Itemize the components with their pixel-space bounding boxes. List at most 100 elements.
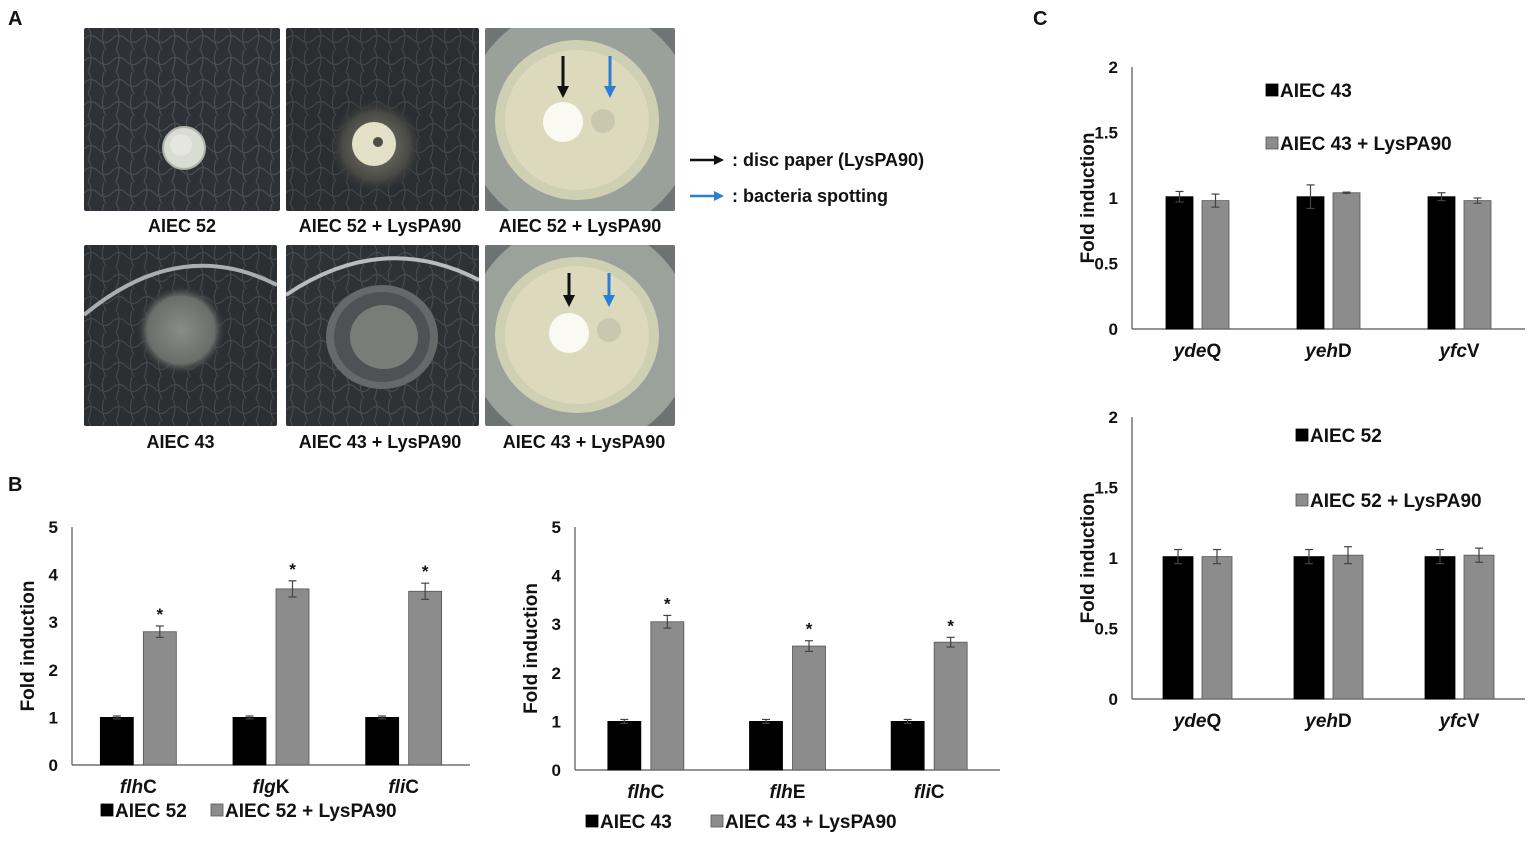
y-tick-label: 3 [552, 615, 561, 634]
legend-bacteria-spotting-text: : bacteria spotting [732, 186, 889, 206]
legend-label: AIEC 43 + LysPA90 [725, 812, 897, 833]
photo-aiec43 [84, 245, 277, 426]
photo-aiec43-lyspa90-b [485, 245, 675, 426]
x-tick-label: fliC [914, 782, 945, 803]
y-tick-label: 0.5 [1094, 255, 1118, 274]
y-axis-label: Fold induction [1078, 493, 1099, 624]
significance-mark: * [664, 594, 671, 613]
significance-mark: * [422, 562, 429, 581]
legend-label: AIEC 52 + LysPA90 [1310, 491, 1482, 512]
y-tick-label: 2 [1109, 408, 1118, 427]
y-tick-label: 1 [1109, 549, 1118, 568]
significance-mark: * [157, 605, 164, 624]
bar [933, 641, 968, 771]
y-tick-label: 0.5 [1094, 620, 1118, 639]
x-tick-label: yehD [1304, 341, 1351, 362]
x-tick-label: yfcV [1438, 341, 1479, 362]
legend-label: AIEC 43 + LysPA90 [1280, 134, 1452, 155]
legend-label: AIEC 52 [115, 801, 187, 822]
bar [1332, 554, 1364, 700]
x-tick-label: flhC [120, 777, 157, 798]
significance-mark: * [806, 620, 813, 639]
y-tick-label: 0 [1109, 690, 1118, 709]
x-tick-label: yehD [1304, 711, 1351, 732]
y-tick-label: 2 [552, 664, 561, 683]
chart-b-left: 0 1 2 3 4 5 Fold induction * flhC * flgK * fliC AIEC … [18, 518, 470, 822]
y-tick-label: 4 [49, 566, 59, 585]
y-tick-label: 2 [1109, 58, 1118, 77]
chart-c-bottom: 0 0.5 1 1.5 2 Fold induction ydeQ yehD yfcV AIEC … [1078, 408, 1525, 732]
photo-label-aiec43: AIEC 43 [146, 432, 215, 452]
x-tick-label: flhC [627, 782, 664, 803]
y-tick-label: 4 [552, 567, 562, 586]
bar [99, 716, 134, 766]
bar [1424, 556, 1456, 700]
legend-swatch [1295, 428, 1309, 442]
bar [1162, 556, 1194, 700]
plate-photo-image [485, 245, 675, 426]
legend-bacteria-spotting: : bacteria spotting [690, 186, 888, 208]
bar [890, 720, 925, 771]
panel-a-label: A [8, 8, 23, 30]
legend-label: AIEC 52 [1310, 426, 1382, 447]
bar [1293, 556, 1325, 700]
bar [792, 645, 826, 771]
chart-c-top: 0 0.5 1 1.5 2 Fold induction ydeQ yehD yfcV AIEC … [1078, 58, 1525, 362]
y-tick-label: 0 [552, 761, 561, 780]
bar [607, 720, 642, 771]
bar [1427, 196, 1456, 330]
bar [1463, 554, 1495, 700]
legend-label: AIEC 43 [1280, 81, 1352, 102]
y-axis-label: Fold induction [521, 583, 542, 714]
bar [1332, 192, 1361, 330]
bar [1201, 200, 1230, 330]
legend-swatch [100, 803, 114, 817]
legend-swatch [210, 803, 224, 817]
x-tick-label: fliC [388, 777, 419, 798]
legend-swatch [1265, 83, 1279, 97]
blue-arrow-icon [690, 187, 724, 208]
panel-b-label: B [8, 474, 23, 496]
plate-photo-image [84, 28, 280, 211]
plate-photo-image [84, 245, 277, 426]
legend-disc-paper-text: : disc paper (LysPA90) [732, 150, 925, 170]
significance-mark: * [289, 560, 296, 579]
legend-label: AIEC 43 [600, 812, 672, 833]
y-tick-label: 1.5 [1094, 479, 1118, 498]
photo-label-aiec52: AIEC 52 [147, 216, 217, 236]
legend-swatch [1295, 493, 1309, 507]
black-arrow-icon [690, 151, 724, 172]
bar [1296, 196, 1325, 330]
x-tick-label: flgK [253, 777, 290, 798]
panel-c-label: C [1033, 8, 1048, 30]
bar [650, 621, 685, 771]
chart-b-right: 0 1 2 3 4 5 Fold induction * flhC * flhE * fliC AIEC … [521, 518, 1000, 833]
legend-swatch [1265, 136, 1279, 150]
photo-label-aiec52-lyspa90-b: AIEC 52 + LysPA90 [498, 216, 662, 236]
y-tick-label: 1 [552, 712, 561, 731]
y-tick-label: 5 [49, 518, 58, 537]
bar [1201, 556, 1233, 700]
legend-swatch [710, 814, 724, 828]
photo-aiec43-lyspa90-a [286, 245, 479, 426]
y-tick-label: 1 [1109, 189, 1118, 208]
y-tick-label: 1 [49, 708, 58, 727]
x-tick-label: yfcV [1438, 711, 1479, 732]
legend-swatch [585, 814, 599, 828]
plate-photo-image [286, 28, 479, 211]
x-tick-label: ydeQ [1173, 341, 1222, 362]
x-tick-label: ydeQ [1173, 711, 1222, 732]
y-tick-label: 0 [49, 756, 58, 775]
significance-mark: * [947, 616, 954, 635]
plate-photo-image [286, 245, 479, 426]
y-axis-label: Fold induction [18, 581, 39, 712]
photo-aiec52 [84, 28, 280, 211]
plate-photo-image [485, 28, 675, 211]
photo-label-aiec43-lyspa90-a: AIEC 43 + LysPA90 [298, 432, 462, 452]
y-tick-label: 3 [49, 613, 58, 632]
y-tick-label: 1.5 [1094, 124, 1118, 143]
y-tick-label: 2 [49, 661, 58, 680]
bar [365, 716, 400, 766]
bar [1165, 196, 1194, 330]
bar [1463, 200, 1492, 330]
